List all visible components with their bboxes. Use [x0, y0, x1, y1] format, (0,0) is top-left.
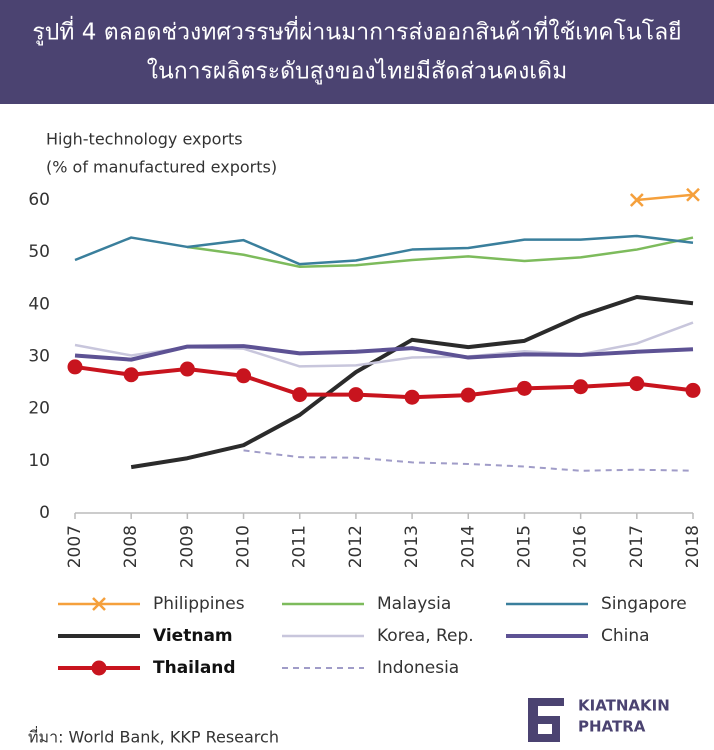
logo-text: KIATNAKIN — [578, 697, 670, 715]
legend-label: Korea, Rep. — [377, 626, 474, 646]
title-banner — [0, 0, 714, 104]
y-axis-label: (% of manufactured exports) — [46, 158, 277, 177]
series-line — [74, 344, 694, 362]
source-note: ที่มา: World Bank, KKP Research — [28, 726, 279, 747]
x-tick-label: 2017 — [627, 525, 647, 568]
marker — [292, 387, 308, 403]
series-line — [187, 236, 694, 269]
x-tick-label: 2008 — [121, 525, 141, 568]
legend-item: Malaysia — [282, 594, 451, 614]
x-tick-label: 2014 — [458, 525, 478, 568]
marker — [236, 368, 252, 384]
x-tick-label: 2007 — [65, 525, 85, 568]
x-tick-label: 2011 — [290, 525, 310, 568]
legend-item: China — [506, 626, 650, 646]
x-tick-label: 2009 — [177, 525, 197, 568]
series-line — [74, 364, 694, 400]
y-tick-label: 40 — [28, 294, 50, 314]
y-axis-label: High-technology exports — [46, 130, 243, 149]
marker — [629, 376, 645, 392]
marker — [179, 361, 195, 377]
marker — [685, 382, 701, 398]
x-tick-label: 2018 — [683, 525, 703, 568]
marker — [573, 379, 589, 395]
y-tick-label: 60 — [28, 190, 50, 210]
legend-item: Thailand — [58, 658, 236, 678]
marker — [123, 367, 139, 383]
marker — [460, 387, 476, 403]
legend-label: Vietnam — [153, 626, 233, 646]
legend-label: Malaysia — [377, 594, 451, 614]
marker — [92, 597, 106, 611]
chart-title: ในการผลิตระดับสูงของไทยมีสัดส่วนคงเดิม — [147, 58, 568, 85]
x-tick-label: 2015 — [514, 525, 534, 568]
marker — [348, 387, 364, 403]
marker — [404, 389, 420, 405]
y-tick-label: 50 — [28, 242, 50, 262]
legend-label: Thailand — [153, 658, 236, 678]
logo-text: PHATRA — [578, 718, 646, 736]
legend-item: Korea, Rep. — [282, 626, 474, 646]
marker — [686, 187, 700, 202]
chart-title: รูปที่ 4 ตลอดช่วงทศวรรษที่ผ่านมาการส่งออ… — [32, 16, 681, 46]
legend-item: Philippines — [58, 594, 245, 614]
series-line — [636, 193, 694, 202]
series-line — [74, 321, 694, 368]
marker — [516, 380, 532, 396]
x-tick-label: 2013 — [402, 525, 422, 568]
logo: KIATNAKIN PHATRA — [528, 697, 670, 742]
y-tick-label: 0 — [39, 503, 50, 523]
legend-item: Singapore — [506, 594, 687, 614]
series-line — [74, 234, 694, 266]
series-line — [130, 295, 694, 470]
x-tick-label: 2016 — [571, 525, 591, 568]
y-tick-label: 20 — [28, 399, 50, 419]
x-tick-label: 2012 — [346, 525, 366, 568]
legend-label: Philippines — [153, 594, 245, 614]
series-line — [243, 449, 694, 472]
legend-label: China — [601, 626, 650, 646]
legend-item: Vietnam — [58, 626, 233, 646]
y-tick-label: 10 — [28, 451, 50, 471]
marker — [91, 660, 107, 676]
legend-item: Indonesia — [282, 658, 459, 678]
x-tick-label: 2010 — [234, 525, 254, 568]
logo-icon — [528, 698, 564, 742]
y-tick-label: 30 — [28, 347, 50, 367]
legend-label: Singapore — [601, 594, 687, 614]
marker — [629, 193, 644, 207]
marker — [67, 359, 83, 375]
legend-label: Indonesia — [377, 658, 459, 678]
